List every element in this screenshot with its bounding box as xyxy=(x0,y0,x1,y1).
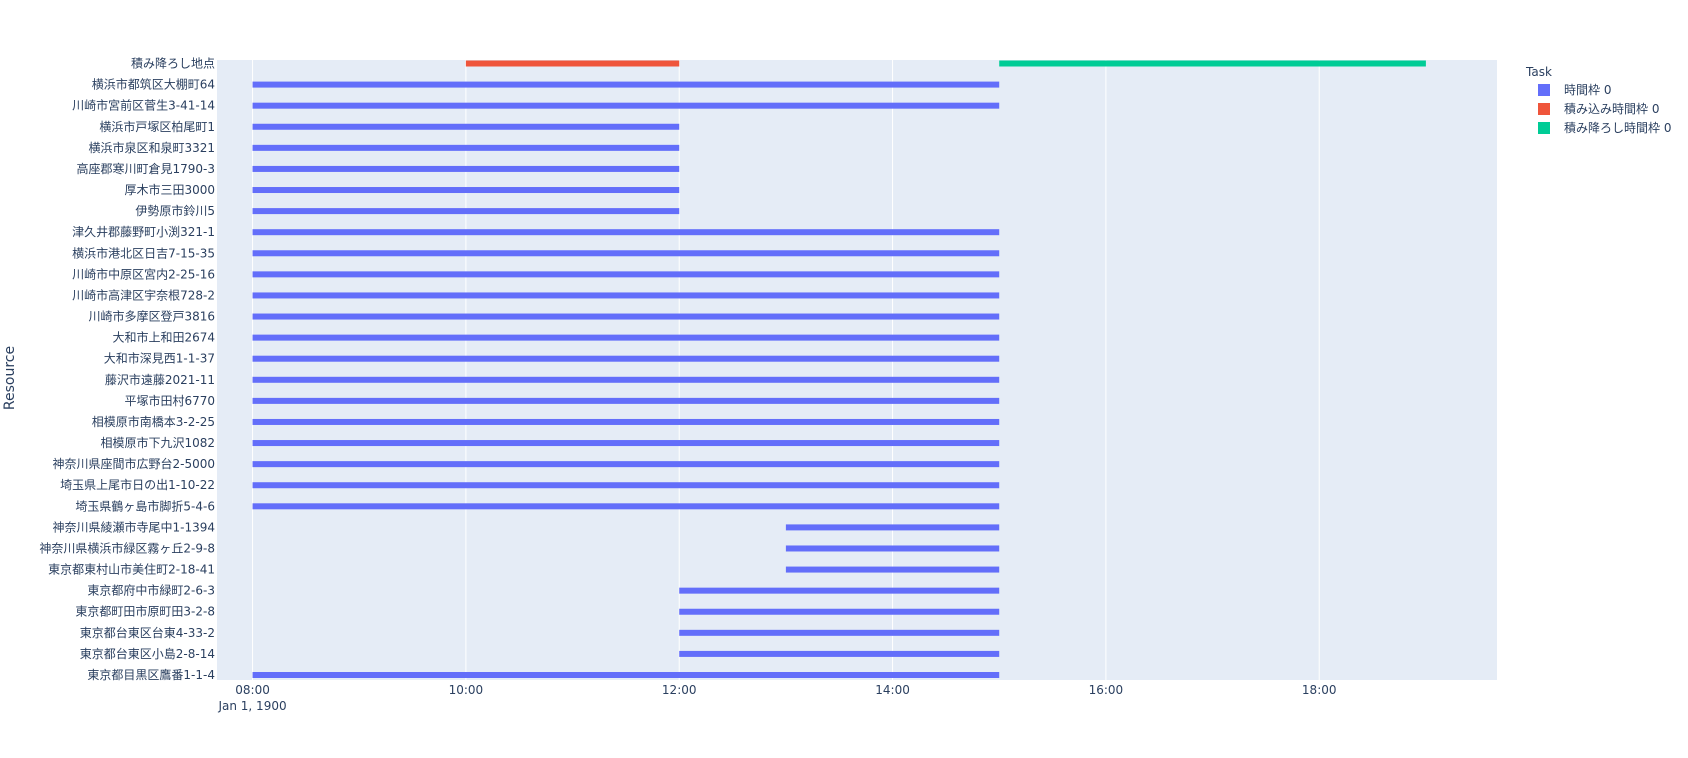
y-tick-label: 東京都目黒区鷹番1-1-4 xyxy=(87,667,215,682)
y-tick-label: 横浜市都筑区大棚町64 xyxy=(92,77,215,92)
gantt-bar xyxy=(252,292,1000,299)
gantt-bar xyxy=(252,165,680,172)
gantt-bar xyxy=(252,503,1000,510)
plot-background xyxy=(217,60,1497,680)
gantt-bar xyxy=(252,271,1000,278)
y-tick-label: 東京都東村山市美住町2-18-41 xyxy=(48,562,215,577)
y-tick-label: 伊勢原市鈴川5 xyxy=(135,203,215,218)
gantt-bar xyxy=(252,313,1000,320)
y-tick-label: 横浜市泉区和泉町3321 xyxy=(88,140,215,155)
x-tick-label: 18:00 xyxy=(1302,683,1337,697)
gantt-bar xyxy=(252,187,680,194)
gantt-bar xyxy=(679,587,1000,594)
legend[interactable]: Task 時間枠 0 積み込み時間枠 0 積み降ろし時間枠 0 xyxy=(1525,65,1671,135)
y-tick-label: 大和市深見西1-1-37 xyxy=(104,351,215,366)
y-tick-label: 相模原市下九沢1082 xyxy=(100,435,215,450)
x-tick-label: 16:00 xyxy=(1089,683,1124,697)
gantt-bar xyxy=(252,397,1000,404)
gantt-bar xyxy=(252,672,1000,678)
x-tick-label: 08:00 xyxy=(235,683,270,697)
legend-label[interactable]: 積み降ろし時間枠 0 xyxy=(1564,120,1671,135)
y-tick-label: 相模原市南橋本3-2-25 xyxy=(92,414,215,429)
legend-swatch[interactable] xyxy=(1538,84,1550,96)
y-tick-label: 積み降ろし地点 xyxy=(131,56,215,71)
gantt-bar xyxy=(999,60,1426,67)
y-tick-label: 横浜市戸塚区柏尾町1 xyxy=(99,119,215,134)
y-tick-label: 川崎市中原区宮内2-25-16 xyxy=(72,266,215,281)
y-tick-label: 藤沢市遠藤2021-11 xyxy=(105,372,215,387)
y-tick-label: 厚木市三田3000 xyxy=(124,182,215,197)
y-tick-label: 川崎市多摩区登戸3816 xyxy=(88,309,215,324)
legend-swatch[interactable] xyxy=(1538,122,1550,134)
gantt-bar xyxy=(785,524,1000,531)
y-axis-title: Resource xyxy=(2,346,18,410)
y-tick-label: 東京都台東区台東4-33-2 xyxy=(80,625,215,640)
gantt-bar xyxy=(252,123,680,130)
gantt-bar xyxy=(252,81,1000,88)
gantt-bar xyxy=(785,545,1000,552)
y-tick-label: 川崎市高津区宇奈根728-2 xyxy=(72,287,215,302)
gantt-bar xyxy=(679,608,1000,615)
x-tick-label: 14:00 xyxy=(875,683,910,697)
x-tick-labels: 08:00 10:00 12:00 14:00 16:00 18:00 xyxy=(235,683,1336,697)
y-tick-label: 津久井郡藤野町小渕321-1 xyxy=(72,225,215,239)
y-tick-label: 大和市上和田2674 xyxy=(112,330,215,345)
gantt-bar xyxy=(679,629,1000,636)
gantt-bar xyxy=(252,208,680,215)
x-tick-label: 10:00 xyxy=(449,683,484,697)
legend-label[interactable]: 積み込み時間枠 0 xyxy=(1564,101,1659,116)
y-tick-label: 神奈川県綾瀬市寺尾中1-1394 xyxy=(52,519,215,534)
y-tick-label: 神奈川県横浜市緑区霧ヶ丘2-9-8 xyxy=(39,540,215,555)
x-date-label: Jan 1, 1900 xyxy=(217,699,286,713)
gantt-bar xyxy=(252,461,1000,468)
gantt-bar xyxy=(252,440,1000,447)
gantt-bar xyxy=(252,250,1000,257)
gantt-bar xyxy=(252,229,1000,236)
gantt-bar xyxy=(252,376,1000,383)
legend-items[interactable]: 時間枠 0 積み込み時間枠 0 積み降ろし時間枠 0 xyxy=(1538,83,1671,135)
legend-swatch[interactable] xyxy=(1538,103,1550,115)
y-tick-label: 横浜市港北区日吉7-15-35 xyxy=(72,245,215,260)
gantt-bar xyxy=(252,355,1000,362)
y-tick-label: 高座郡寒川町倉見1790-3 xyxy=(76,161,215,176)
legend-label[interactable]: 時間枠 0 xyxy=(1564,83,1611,97)
gantt-bars xyxy=(252,60,1426,678)
gantt-bar xyxy=(252,334,1000,341)
legend-title: Task xyxy=(1525,65,1552,79)
gantt-bar xyxy=(785,566,1000,573)
y-tick-label: 平塚市田村6770 xyxy=(124,393,215,408)
x-tick-label: 12:00 xyxy=(662,683,697,697)
y-tick-label: 東京都府中市緑町2-6-3 xyxy=(87,583,215,598)
y-tick-label: 神奈川県座間市広野台2-5000 xyxy=(52,456,215,471)
gantt-bar xyxy=(465,60,680,67)
y-tick-label: 東京都台東区小島2-8-14 xyxy=(80,646,215,661)
gantt-bar xyxy=(252,102,1000,109)
gantt-bar xyxy=(679,650,1000,657)
x-gridlines xyxy=(252,60,1320,680)
gantt-bar xyxy=(252,482,1000,489)
y-tick-label: 埼玉県鶴ヶ島市脚折5-4-6 xyxy=(75,498,215,513)
gantt-bar xyxy=(252,418,1000,425)
y-tick-label: 埼玉県上尾市日の出1-10-22 xyxy=(60,477,215,492)
gantt-bar xyxy=(252,144,680,151)
y-tick-label: 川崎市宮前区菅生3-41-14 xyxy=(72,98,215,113)
y-tick-label: 東京都町田市原町田3-2-8 xyxy=(75,604,215,619)
